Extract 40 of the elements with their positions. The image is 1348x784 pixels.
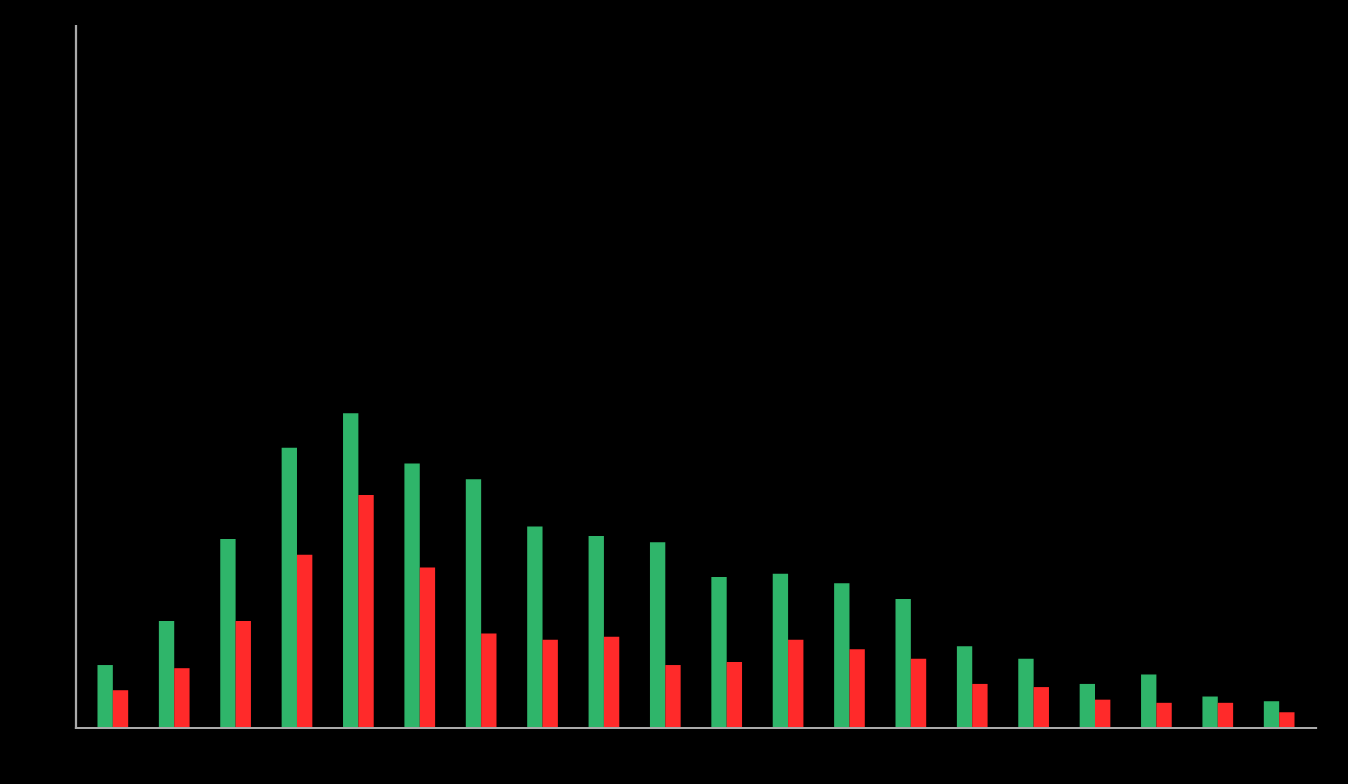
bar: [296, 554, 313, 728]
bar: [1079, 683, 1096, 728]
bar: [834, 583, 850, 728]
bar: [1217, 702, 1234, 728]
bar: [910, 658, 927, 728]
bar: [235, 620, 251, 728]
bar: [465, 479, 482, 728]
bar: [788, 639, 804, 728]
bar: [972, 683, 988, 728]
bar: [174, 668, 190, 728]
bar: [603, 636, 620, 728]
bar: [588, 535, 604, 728]
bar: [711, 576, 727, 728]
bar: [542, 639, 558, 728]
bar: [527, 526, 543, 728]
bar: [419, 567, 436, 728]
bar: [1095, 699, 1111, 728]
bar: [956, 646, 973, 728]
bar: [481, 633, 497, 728]
bar: [895, 598, 911, 728]
bar: [1279, 712, 1295, 728]
bar: [1141, 674, 1157, 728]
bar: [281, 447, 297, 728]
bar: [1156, 702, 1172, 728]
bar: [97, 665, 113, 728]
bar: [1202, 696, 1218, 728]
bar: [404, 463, 420, 728]
bar: [849, 649, 865, 728]
bar: [649, 542, 666, 728]
bar: [1263, 701, 1280, 728]
bar: [772, 573, 789, 728]
bar: [665, 665, 681, 728]
bar: [343, 413, 359, 728]
bar: [158, 620, 175, 728]
bar: [112, 690, 129, 728]
bar: [726, 661, 743, 728]
bar: [1018, 658, 1034, 728]
bar: [358, 495, 374, 728]
bar: [1033, 687, 1049, 728]
bar: [220, 539, 236, 728]
